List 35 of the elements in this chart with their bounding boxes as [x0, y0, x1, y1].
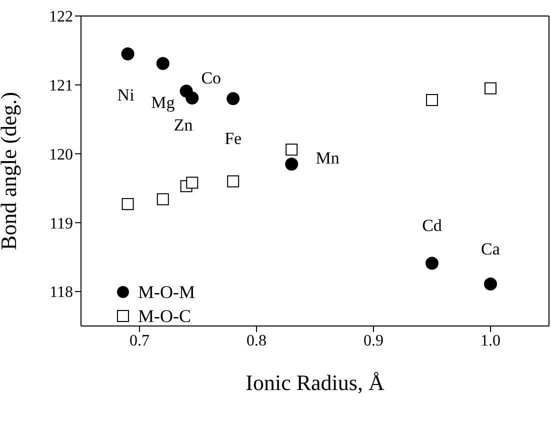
annotation: Co: [201, 68, 222, 88]
y-axis-title: Bond angle (deg.): [0, 92, 21, 250]
point: [227, 175, 240, 188]
annotation: Ca: [481, 239, 500, 258]
point: [484, 82, 496, 94]
point: [426, 94, 438, 106]
annotation: Zn: [174, 116, 194, 135]
point: [286, 144, 298, 156]
point: [121, 47, 134, 60]
point: [122, 198, 134, 210]
x-tick-label: 0.8: [246, 332, 266, 350]
point: [156, 57, 170, 70]
point: [186, 176, 198, 189]
annotation: Mg: [151, 93, 176, 112]
legend-label: M-O-M: [138, 282, 195, 302]
point: [156, 193, 169, 206]
annotation: Fe: [224, 129, 242, 148]
x-tick-label: 0.9: [364, 332, 384, 350]
legend-label: M-O-C: [138, 306, 191, 326]
point: [484, 277, 497, 290]
x-axis-title: Ionic Radius, Å: [246, 370, 384, 395]
y-tick-label: 121: [49, 78, 73, 95]
y-tick-label: 119: [50, 215, 73, 232]
annotation: Ni: [117, 85, 135, 104]
point: [426, 256, 438, 270]
annotation: Cd: [422, 216, 442, 235]
y-tick-label: 122: [49, 8, 73, 26]
annotation: Mn: [316, 148, 340, 168]
point: [186, 91, 199, 104]
y-tick-label: 120: [49, 146, 73, 164]
point: [285, 158, 298, 171]
point: [226, 92, 240, 106]
x-tick-label: 0.7: [130, 332, 150, 350]
y-tick-label: 118: [50, 284, 73, 302]
x-tick-label: 1.0: [480, 332, 500, 350]
